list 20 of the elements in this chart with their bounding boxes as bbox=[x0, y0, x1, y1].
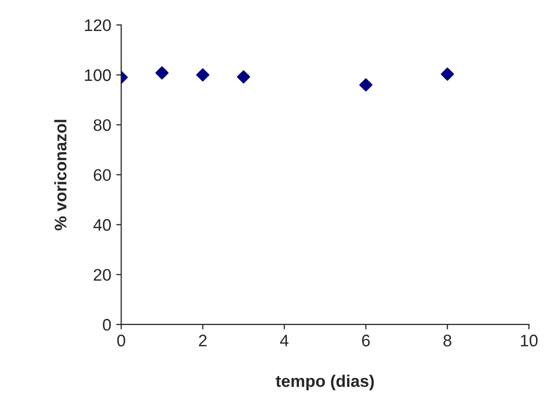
y-tick-label: 120 bbox=[84, 19, 111, 32]
point bbox=[359, 78, 372, 92]
y-tick-label: 20 bbox=[94, 268, 111, 281]
point bbox=[440, 68, 454, 81]
x-tick-label: 0 bbox=[117, 334, 126, 346]
point bbox=[155, 66, 169, 80]
x-tick-label: 2 bbox=[198, 334, 207, 346]
y-axis-title: % voriconazol bbox=[54, 120, 67, 230]
y-tick-label: 80 bbox=[94, 119, 111, 132]
x-tick-label: 6 bbox=[362, 334, 370, 346]
x-axis-title: tempo (dias) bbox=[276, 374, 374, 390]
x-tick-label: 8 bbox=[444, 334, 452, 346]
point bbox=[196, 68, 210, 82]
point bbox=[236, 70, 250, 84]
x-tick-label: 4 bbox=[280, 334, 288, 346]
y-tick-label: 100 bbox=[84, 69, 111, 82]
y-tick-label: 40 bbox=[93, 219, 111, 231]
y-tick-label: 0 bbox=[102, 318, 111, 331]
x-tick-label: 10 bbox=[520, 334, 538, 346]
y-tick-label: 60 bbox=[94, 169, 111, 181]
